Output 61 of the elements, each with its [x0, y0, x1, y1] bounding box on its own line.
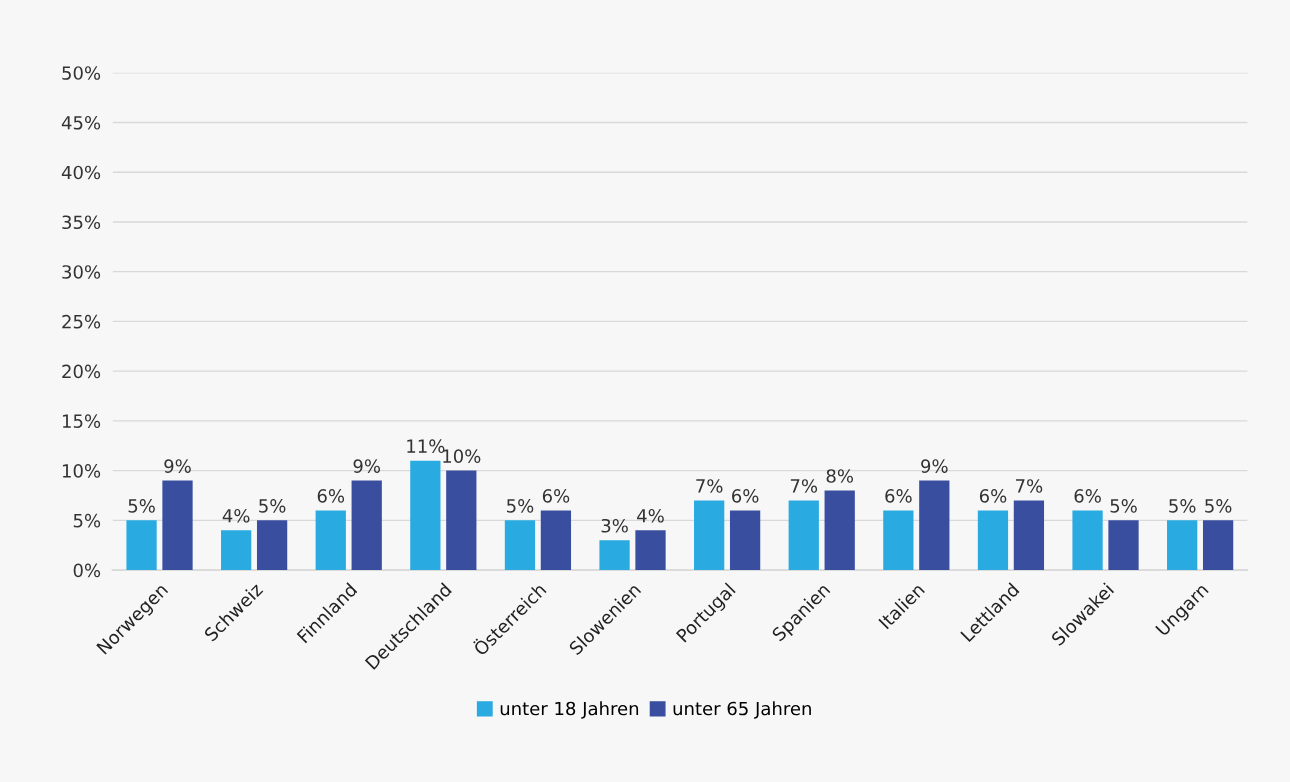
legend-label: unter 65 Jahren [673, 701, 811, 719]
bar [824, 490, 855, 571]
bar [599, 540, 630, 571]
y-tick-label: 50% [62, 66, 101, 80]
data-label: 9% [353, 459, 381, 473]
y-tick-label: 35% [62, 215, 101, 230]
bar [256, 520, 288, 571]
y-tick-label: 15% [62, 414, 101, 428]
bar [351, 480, 382, 571]
data-label: 9% [164, 459, 191, 473]
data-label: 8% [826, 469, 854, 483]
bar [540, 510, 572, 571]
bar [315, 510, 346, 571]
data-label: 10% [443, 449, 481, 463]
bar [126, 520, 157, 571]
y-tick-label: 20% [62, 364, 101, 379]
bar [446, 470, 477, 571]
y-tick-label: 25% [62, 314, 101, 329]
data-label: 9% [921, 459, 948, 473]
bar [1167, 520, 1198, 571]
y-tick-label: 40% [61, 165, 101, 180]
bar [221, 530, 252, 571]
bar [504, 520, 536, 571]
data-label: 7% [1016, 479, 1043, 493]
data-label: 6% [542, 489, 570, 503]
bar [1108, 520, 1139, 571]
bar [635, 530, 666, 571]
data-label: 5% [1110, 499, 1137, 513]
data-label: 6% [732, 489, 759, 503]
bar [1072, 510, 1103, 571]
data-label: 7% [696, 479, 723, 493]
data-label: 6% [317, 489, 345, 503]
y-tick-label: 5% [73, 513, 101, 528]
y-tick-label: 45% [61, 115, 101, 130]
bar [919, 480, 950, 571]
data-label: 11% [407, 439, 445, 453]
data-label: 6% [1074, 489, 1101, 503]
data-label: 6% [979, 489, 1007, 503]
data-label: 5% [259, 499, 286, 513]
bar [729, 510, 761, 571]
data-label: 4% [637, 508, 664, 523]
data-label: 5% [1205, 499, 1232, 513]
y-tick-label: 10% [62, 464, 101, 478]
bar [410, 460, 441, 571]
data-label: 5% [507, 499, 534, 513]
y-tick-label: 30% [62, 265, 101, 279]
bar [162, 480, 193, 571]
legend-label: unter 18 Jahren [500, 701, 639, 719]
data-label: 5% [128, 499, 155, 513]
bar [977, 510, 1009, 571]
data-label: 5% [1169, 499, 1196, 513]
bar [788, 500, 819, 571]
bar [883, 510, 914, 571]
bar [694, 500, 725, 571]
data-label: 7% [790, 479, 818, 493]
data-label: 4% [222, 508, 250, 523]
data-label: 6% [885, 489, 912, 503]
bar [1013, 500, 1045, 571]
y-tick-label: 0% [73, 563, 101, 578]
data-label: 3% [601, 518, 628, 533]
bar [1202, 520, 1234, 571]
